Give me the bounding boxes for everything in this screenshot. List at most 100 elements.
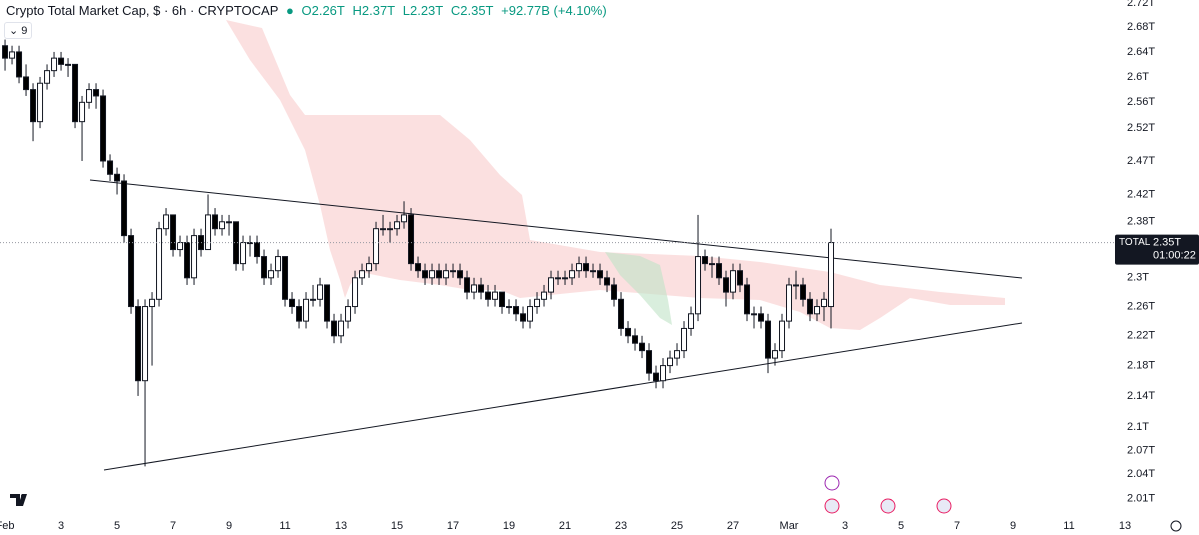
candle-body: [520, 313, 527, 322]
tv-logo: [10, 494, 27, 506]
candle-body: [625, 327, 632, 337]
candle-body: [555, 277, 562, 280]
candle-body: [184, 242, 191, 279]
candle-body: [135, 306, 142, 382]
candle-body: [499, 291, 506, 308]
x-tick-label: 27: [727, 520, 739, 532]
candle-body: [366, 263, 373, 272]
x-tick-label: 7: [954, 520, 960, 532]
x-tick-label: Feb: [0, 520, 15, 532]
x-tick-label: 11: [1063, 520, 1074, 532]
x-tick-label: Mar: [780, 520, 799, 532]
y-tick-label: 2.68T: [1127, 21, 1155, 33]
legend: Crypto Total Market Cap, $ · 6h · CRYPTO…: [6, 3, 611, 18]
y-tick-label: 2.04T: [1127, 468, 1155, 480]
price-label: 2.35T: [1153, 236, 1181, 248]
candle-body: [821, 298, 828, 308]
candle-body: [324, 284, 331, 322]
trendline-upper: [89, 179, 1023, 279]
ichimoku-cloud: [226, 20, 1005, 330]
candle-body: [268, 270, 275, 279]
candle-body: [744, 284, 751, 315]
y-tick-label: 2.6T: [1127, 71, 1149, 83]
candle-body: [16, 51, 23, 78]
candle-body: [709, 263, 716, 266]
candle-body: [30, 89, 37, 123]
candle-body: [443, 270, 450, 279]
candle-body: [639, 342, 646, 352]
cloud-green: [605, 252, 672, 325]
candle-body: [247, 242, 254, 245]
event-icon[interactable]: [936, 498, 952, 514]
x-tick-label: 3: [842, 520, 848, 532]
candle-body: [177, 242, 184, 251]
candle-body: [114, 173, 121, 182]
ohlc-high: H2.37T: [352, 3, 396, 18]
event-icon[interactable]: [880, 498, 896, 514]
candle-body: [282, 256, 289, 300]
candle-body: [492, 291, 499, 300]
candle-body: [716, 263, 723, 279]
candle-body: [394, 221, 401, 230]
candle-body: [9, 51, 16, 59]
candle-body: [212, 214, 219, 230]
y-tick-label: 2.22T: [1127, 330, 1155, 342]
candle-body: [632, 335, 639, 344]
y-tick-label: 2.1T: [1127, 421, 1149, 433]
candle-body: [569, 270, 576, 279]
candle-body: [79, 101, 86, 123]
indicator-toggle[interactable]: ⌄ 9: [4, 22, 33, 39]
candle-body: [751, 313, 758, 316]
candle-body: [345, 306, 352, 322]
candle-body: [758, 313, 765, 322]
candle-body: [415, 263, 422, 272]
candle-body: [170, 214, 177, 251]
event-icon[interactable]: [824, 498, 840, 514]
candle-body: [51, 57, 58, 72]
candle-body: [275, 256, 282, 272]
candle-body: [653, 372, 660, 382]
candle-body: [128, 235, 135, 308]
candle-body: [541, 291, 548, 300]
candle-body: [156, 228, 163, 300]
y-tick-label: 2.18T: [1127, 360, 1155, 372]
candle-body: [667, 357, 674, 367]
candle-body: [191, 235, 198, 279]
candle-body: [338, 320, 345, 337]
candle-body: [44, 70, 51, 84]
candle-body: [527, 306, 534, 322]
ohlc-close: C2.35T: [450, 3, 494, 18]
event-icon[interactable]: [824, 475, 840, 491]
candle-body: [240, 242, 247, 265]
candle-body: [772, 350, 779, 359]
candles: [0, 39, 1115, 467]
y-tick-label: 2.52T: [1127, 122, 1155, 134]
trendline-lower: [103, 322, 1023, 471]
status-dot: ●: [286, 3, 294, 18]
candle-body: [737, 270, 744, 286]
candle-body: [583, 263, 590, 272]
candle-body: [793, 284, 800, 287]
candle-body: [506, 306, 513, 309]
candle-body: [352, 277, 359, 308]
candle-body: [814, 306, 821, 315]
event-icons: [824, 475, 952, 514]
candle-body: [121, 180, 128, 237]
y-tick-label: 2.3T: [1127, 272, 1149, 284]
candle-body: [86, 89, 93, 103]
candle-body: [37, 82, 44, 123]
candle-body: [786, 284, 793, 322]
candle-body: [436, 270, 443, 279]
candle-body: [674, 350, 681, 359]
candle-body: [380, 228, 387, 231]
candle-body: [695, 256, 702, 315]
candle-body: [219, 221, 226, 230]
y-tick-label: 2.26T: [1127, 300, 1155, 312]
candle-body: [226, 221, 233, 224]
price-label-bg: [1115, 234, 1199, 265]
x-tick-label: 17: [447, 520, 459, 532]
settings-icon[interactable]: [1170, 520, 1182, 532]
y-tick-label: 2.14T: [1127, 390, 1155, 402]
